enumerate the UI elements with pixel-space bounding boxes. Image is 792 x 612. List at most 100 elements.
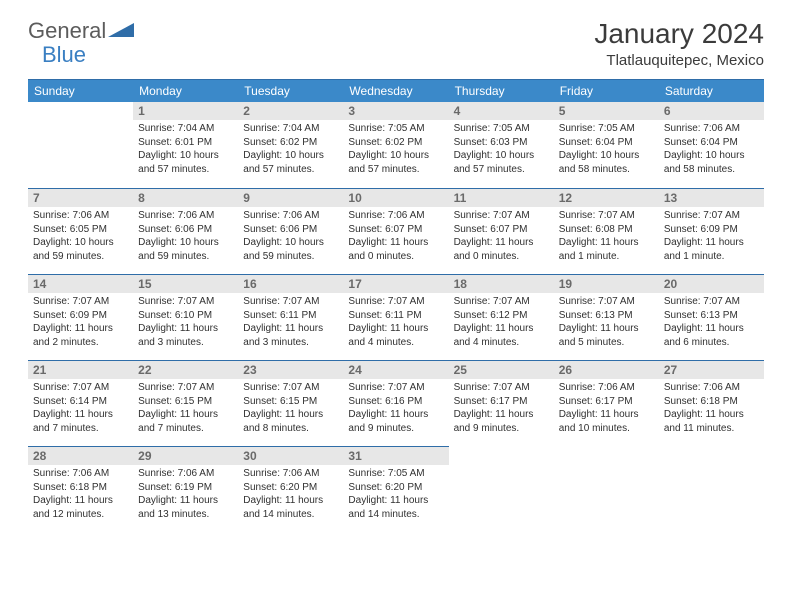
cell-date: 28 bbox=[28, 446, 133, 465]
calendar-cell: . bbox=[449, 446, 554, 532]
calendar-cell: 3Sunrise: 7:05 AMSunset: 6:02 PMDaylight… bbox=[343, 102, 448, 188]
sunset-text: Sunset: 6:03 PM bbox=[454, 136, 549, 150]
daylight-text: Daylight: 11 hours and 1 minute. bbox=[664, 236, 759, 263]
cell-date: 2 bbox=[238, 102, 343, 120]
sunrise-text: Sunrise: 7:07 AM bbox=[138, 381, 233, 395]
sunrise-text: Sunrise: 7:05 AM bbox=[454, 122, 549, 136]
sunset-text: Sunset: 6:11 PM bbox=[243, 309, 338, 323]
daylight-text: Daylight: 10 hours and 59 minutes. bbox=[138, 236, 233, 263]
sunrise-text: Sunrise: 7:07 AM bbox=[243, 295, 338, 309]
sunrise-text: Sunrise: 7:06 AM bbox=[33, 467, 128, 481]
cell-info: Sunrise: 7:07 AMSunset: 6:10 PMDaylight:… bbox=[136, 295, 235, 349]
cell-date: 1 bbox=[133, 102, 238, 120]
sunset-text: Sunset: 6:20 PM bbox=[243, 481, 338, 495]
sunset-text: Sunset: 6:04 PM bbox=[559, 136, 654, 150]
cell-date: 22 bbox=[133, 360, 238, 379]
cell-info: Sunrise: 7:06 AMSunset: 6:20 PMDaylight:… bbox=[241, 467, 340, 521]
cell-info: Sunrise: 7:05 AMSunset: 6:04 PMDaylight:… bbox=[557, 122, 656, 176]
sunset-text: Sunset: 6:08 PM bbox=[559, 223, 654, 237]
daylight-text: Daylight: 10 hours and 59 minutes. bbox=[33, 236, 128, 263]
sunset-text: Sunset: 6:07 PM bbox=[348, 223, 443, 237]
calendar-cell: 27Sunrise: 7:06 AMSunset: 6:18 PMDayligh… bbox=[659, 360, 764, 446]
weekday-header: Sunday Monday Tuesday Wednesday Thursday… bbox=[28, 80, 764, 102]
cell-date: 18 bbox=[449, 274, 554, 293]
cell-info: Sunrise: 7:06 AMSunset: 6:17 PMDaylight:… bbox=[557, 381, 656, 435]
sunset-text: Sunset: 6:02 PM bbox=[348, 136, 443, 150]
calendar-cell: 1 Sunrise: 7:04 AMSunset: 6:01 PMDaylight… bbox=[133, 102, 238, 188]
daylight-text: Daylight: 11 hours and 12 minutes. bbox=[33, 494, 128, 521]
sunset-text: Sunset: 6:18 PM bbox=[33, 481, 128, 495]
daylight-text: Daylight: 11 hours and 10 minutes. bbox=[559, 408, 654, 435]
cell-info: Sunrise: 7:07 AMSunset: 6:11 PMDaylight:… bbox=[241, 295, 340, 349]
daylight-text: Daylight: 11 hours and 9 minutes. bbox=[348, 408, 443, 435]
weekday-tuesday: Tuesday bbox=[238, 80, 343, 102]
cell-date: 17 bbox=[343, 274, 448, 293]
cell-info: Sunrise: 7:06 AMSunset: 6:07 PMDaylight:… bbox=[346, 209, 445, 263]
sunrise-text: Sunrise: 7:07 AM bbox=[454, 295, 549, 309]
cell-info: Sunrise: 7:05 AMSunset: 6:20 PMDaylight:… bbox=[346, 467, 445, 521]
calendar-cell: 19Sunrise: 7:07 AMSunset: 6:13 PMDayligh… bbox=[554, 274, 659, 360]
cell-info: Sunrise: 7:07 AMSunset: 6:08 PMDaylight:… bbox=[557, 209, 656, 263]
calendar-cell: . bbox=[554, 446, 659, 532]
daylight-text: Daylight: 11 hours and 9 minutes. bbox=[454, 408, 549, 435]
sunset-text: Sunset: 6:09 PM bbox=[33, 309, 128, 323]
cell-info: Sunrise: 7:06 AMSunset: 6:05 PMDaylight:… bbox=[31, 209, 130, 263]
calendar-cell: 4Sunrise: 7:05 AMSunset: 6:03 PMDaylight… bbox=[449, 102, 554, 188]
daylight-text: Daylight: 11 hours and 13 minutes. bbox=[138, 494, 233, 521]
calendar-cell: 2Sunrise: 7:04 AMSunset: 6:02 PMDaylight… bbox=[238, 102, 343, 188]
logo-blue-text: Blue bbox=[42, 42, 86, 68]
daylight-text: Daylight: 10 hours and 57 minutes. bbox=[243, 149, 338, 176]
calendar-cell: 24Sunrise: 7:07 AMSunset: 6:16 PMDayligh… bbox=[343, 360, 448, 446]
cell-info: Sunrise: 7:05 AMSunset: 6:02 PMDaylight:… bbox=[346, 122, 445, 176]
sunset-text: Sunset: 6:19 PM bbox=[138, 481, 233, 495]
sunrise-text: Sunrise: 7:07 AM bbox=[33, 295, 128, 309]
cell-info: Sunrise: 7:06 AMSunset: 6:18 PMDaylight:… bbox=[31, 467, 130, 521]
sunrise-text: Sunrise: 7:06 AM bbox=[138, 209, 233, 223]
cell-info: Sunrise: 7:04 AMSunset: 6:01 PMDaylight:… bbox=[136, 122, 235, 176]
daylight-text: Daylight: 11 hours and 3 minutes. bbox=[243, 322, 338, 349]
sunrise-text: Sunrise: 7:05 AM bbox=[348, 122, 443, 136]
sunset-text: Sunset: 6:11 PM bbox=[348, 309, 443, 323]
cell-info: Sunrise: 7:07 AMSunset: 6:09 PMDaylight:… bbox=[662, 209, 761, 263]
calendar-cell: 15Sunrise: 7:07 AMSunset: 6:10 PMDayligh… bbox=[133, 274, 238, 360]
cell-date: 16 bbox=[238, 274, 343, 293]
cell-info: Sunrise: 7:07 AMSunset: 6:13 PMDaylight:… bbox=[557, 295, 656, 349]
cell-info: Sunrise: 7:07 AMSunset: 6:09 PMDaylight:… bbox=[31, 295, 130, 349]
cell-date: 31 bbox=[343, 446, 448, 465]
calendar-cell: 21Sunrise: 7:07 AMSunset: 6:14 PMDayligh… bbox=[28, 360, 133, 446]
calendar-cell: . bbox=[659, 446, 764, 532]
cell-date: 7 bbox=[28, 188, 133, 207]
daylight-text: Daylight: 11 hours and 4 minutes. bbox=[454, 322, 549, 349]
cell-date: 10 bbox=[343, 188, 448, 207]
header: General January 2024 Tlatlauquitepec, Me… bbox=[0, 0, 792, 73]
sunset-text: Sunset: 6:04 PM bbox=[664, 136, 759, 150]
cell-info: Sunrise: 7:07 AMSunset: 6:13 PMDaylight:… bbox=[662, 295, 761, 349]
sunrise-text: Sunrise: 7:07 AM bbox=[348, 381, 443, 395]
sunset-text: Sunset: 6:17 PM bbox=[454, 395, 549, 409]
daylight-text: Daylight: 11 hours and 7 minutes. bbox=[138, 408, 233, 435]
daylight-text: Daylight: 10 hours and 57 minutes. bbox=[348, 149, 443, 176]
weekday-sunday: Sunday bbox=[28, 80, 133, 102]
sunrise-text: Sunrise: 7:07 AM bbox=[664, 209, 759, 223]
title-block: January 2024 Tlatlauquitepec, Mexico bbox=[594, 18, 764, 69]
cell-info: Sunrise: 7:06 AMSunset: 6:06 PMDaylight:… bbox=[136, 209, 235, 263]
page-title: January 2024 bbox=[594, 18, 764, 50]
sunrise-text: Sunrise: 7:07 AM bbox=[138, 295, 233, 309]
calendar-cell: 12Sunrise: 7:07 AMSunset: 6:08 PMDayligh… bbox=[554, 188, 659, 274]
cell-date: 26 bbox=[554, 360, 659, 379]
daylight-text: Daylight: 11 hours and 14 minutes. bbox=[243, 494, 338, 521]
cell-info: Sunrise: 7:07 AMSunset: 6:16 PMDaylight:… bbox=[346, 381, 445, 435]
daylight-text: Daylight: 11 hours and 7 minutes. bbox=[33, 408, 128, 435]
cell-date: 27 bbox=[659, 360, 764, 379]
sunrise-text: Sunrise: 7:06 AM bbox=[664, 381, 759, 395]
cell-date: 13 bbox=[659, 188, 764, 207]
weekday-friday: Friday bbox=[554, 80, 659, 102]
sunrise-text: Sunrise: 7:07 AM bbox=[33, 381, 128, 395]
sunset-text: Sunset: 6:15 PM bbox=[138, 395, 233, 409]
daylight-text: Daylight: 10 hours and 57 minutes. bbox=[138, 149, 233, 176]
sunrise-text: Sunrise: 7:05 AM bbox=[348, 467, 443, 481]
sunset-text: Sunset: 6:17 PM bbox=[559, 395, 654, 409]
cell-date: 21 bbox=[28, 360, 133, 379]
daylight-text: Daylight: 11 hours and 1 minute. bbox=[559, 236, 654, 263]
sunrise-text: Sunrise: 7:06 AM bbox=[33, 209, 128, 223]
